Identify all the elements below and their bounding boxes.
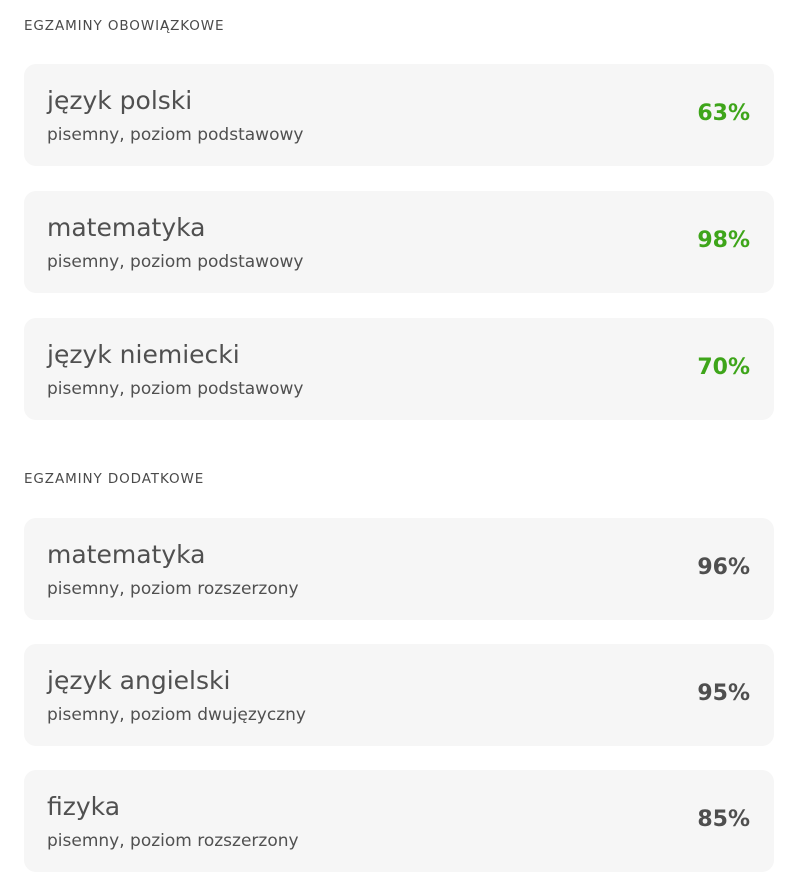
exam-subject: język polski (47, 86, 193, 115)
exam-subject: język angielski (47, 666, 231, 695)
exam-level: pisemny, poziom podstawowy (47, 125, 304, 145)
exam-card: język niemiecki pisemny, poziom podstawo… (24, 318, 774, 420)
exam-score: 85% (697, 807, 750, 832)
exam-level: pisemny, poziom podstawowy (47, 379, 304, 399)
exam-level: pisemny, poziom dwujęzyczny (47, 705, 306, 725)
exam-score: 63% (697, 101, 750, 126)
section-title-additional: EGZAMINY DODATKOWE (24, 471, 205, 487)
exam-card: matematyka pisemny, poziom podstawowy 98… (24, 191, 774, 293)
exam-score: 70% (697, 355, 750, 380)
exam-card: matematyka pisemny, poziom rozszerzony 9… (24, 518, 774, 620)
exam-score: 95% (697, 681, 750, 706)
exam-card: fizyka pisemny, poziom rozszerzony 85% (24, 770, 774, 872)
exam-subject: język niemiecki (47, 340, 240, 369)
exam-card: język angielski pisemny, poziom dwujęzyc… (24, 644, 774, 746)
exam-level: pisemny, poziom rozszerzony (47, 831, 299, 851)
exam-score: 96% (697, 555, 750, 580)
exam-level: pisemny, poziom rozszerzony (47, 579, 299, 599)
exam-card: język polski pisemny, poziom podstawowy … (24, 64, 774, 166)
exam-subject: fizyka (47, 792, 121, 821)
section-title-mandatory: EGZAMINY OBOWIĄZKOWE (24, 18, 225, 34)
exam-level: pisemny, poziom podstawowy (47, 252, 304, 272)
exam-score: 98% (697, 228, 750, 253)
exam-subject: matematyka (47, 540, 206, 569)
exam-subject: matematyka (47, 213, 206, 242)
